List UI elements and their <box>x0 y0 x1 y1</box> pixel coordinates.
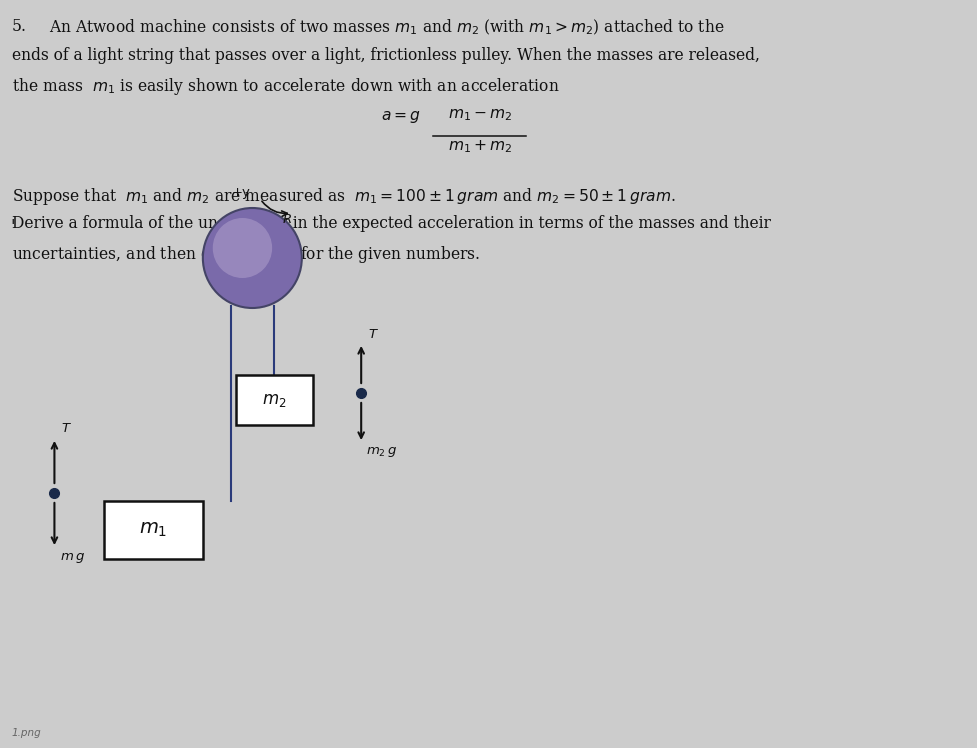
FancyBboxPatch shape <box>104 501 202 559</box>
Text: $m_2$: $m_2$ <box>262 391 286 408</box>
Text: $m\,g$: $m\,g$ <box>61 551 85 565</box>
Text: $R$: $R$ <box>281 213 292 226</box>
Text: An Atwood machine consists of two masses $m_1$ and $m_2$ (with $m_1 > m_2$) atta: An Atwood machine consists of two masses… <box>50 18 724 37</box>
Text: Suppose that  $m_1$ and $m_2$ are measured as  $m_1 = 100 \pm 1\,gram$ and $m_2 : Suppose that $m_1$ and $m_2$ are measure… <box>12 186 675 207</box>
Text: $a = g$: $a = g$ <box>381 108 420 125</box>
Text: $T$: $T$ <box>367 328 379 341</box>
Text: $T$: $T$ <box>62 422 72 435</box>
Text: ': ' <box>10 218 15 235</box>
Text: $m_2\,g$: $m_2\,g$ <box>365 445 397 459</box>
Text: Derive a formula of the uncertainty in the expected acceleration in terms of the: Derive a formula of the uncertainty in t… <box>12 215 770 232</box>
Circle shape <box>202 208 302 308</box>
Text: $m_1 + m_2$: $m_1 + m_2$ <box>447 138 512 155</box>
Circle shape <box>213 218 272 278</box>
Text: uncertainties, and then calculate $\delta a$ for the given numbers.: uncertainties, and then calculate $\delt… <box>12 244 480 265</box>
Text: ends of a light string that passes over a light, frictionless pulley. When the m: ends of a light string that passes over … <box>12 47 759 64</box>
Text: the mass  $m_1$ is easily shown to accelerate down with an acceleration: the mass $m_1$ is easily shown to accele… <box>12 76 559 97</box>
FancyBboxPatch shape <box>235 375 313 425</box>
Text: $m_1$: $m_1$ <box>139 521 167 539</box>
Text: $m_1 - m_2$: $m_1 - m_2$ <box>447 106 512 123</box>
Text: 1.png: 1.png <box>12 728 42 738</box>
Text: +y: +y <box>232 186 250 199</box>
Text: 5.: 5. <box>12 18 26 35</box>
